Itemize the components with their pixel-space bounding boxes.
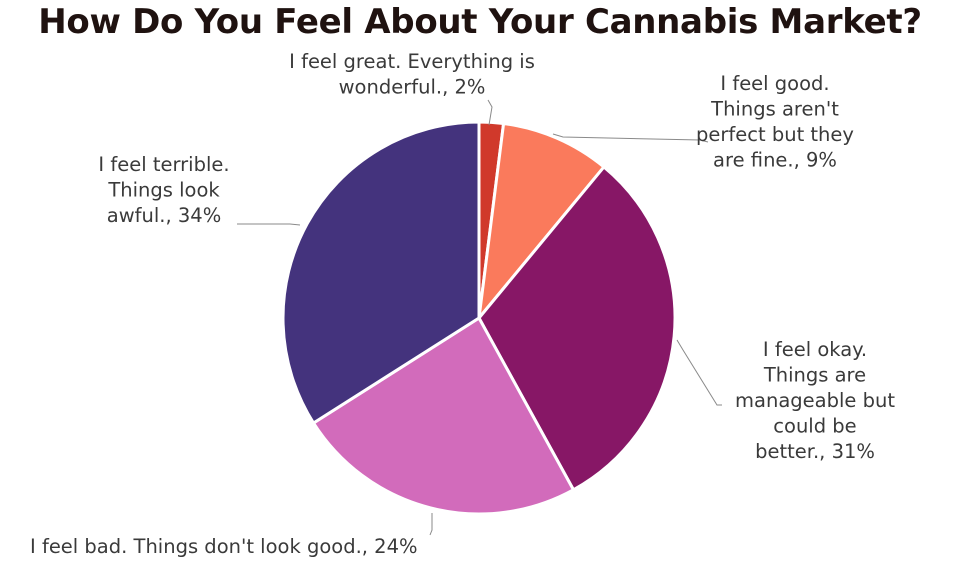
slice-label: I feel great. Everything is wonderful., 2… [289, 50, 535, 99]
slice-label-line: are fine., 9% [713, 149, 837, 172]
chart-title: How Do You Feel About Your Cannabis Mark… [38, 2, 922, 42]
slice-label-line: I feel great. Everything is [289, 50, 535, 73]
slice-label-line: perfect but they [696, 123, 854, 146]
slice-label-line: Things look [107, 179, 220, 202]
slice-label-line: could be [773, 415, 856, 438]
slice-label: I feel okay. Things are manageable but coul… [735, 338, 895, 463]
leader-line [676, 339, 722, 406]
leader-line [429, 513, 433, 536]
pie-slice [477, 165, 677, 492]
slice-label-line: awful., 34% [107, 204, 221, 227]
slice-label-line: I feel bad. Things don't look good., 24% [30, 535, 418, 558]
slice-label-line: Things aren't [710, 98, 839, 121]
slice-label-line: Things are [763, 364, 866, 387]
leader-line [487, 99, 493, 126]
slice-label-line: I feel okay. [763, 338, 867, 361]
pie-slice [281, 120, 481, 425]
slice-label: I feel good. Things aren't perfect but the… [696, 72, 854, 172]
pie-slice [477, 122, 606, 320]
slice-label: I feel terrible. Things look awful., 34% [98, 153, 229, 227]
pie-slice [312, 316, 575, 516]
slice-label-line: manageable but [735, 389, 895, 412]
slice-label-line: I feel terrible. [98, 153, 229, 176]
leader-line [552, 133, 709, 143]
leader-line [237, 223, 301, 226]
slice-label: I feel bad. Things don't look good., 24% [30, 535, 418, 558]
slice-label-line: better., 31% [755, 440, 875, 463]
slice-label-line: I feel good. [720, 72, 829, 95]
slice-label-line: wonderful., 2% [339, 76, 486, 99]
